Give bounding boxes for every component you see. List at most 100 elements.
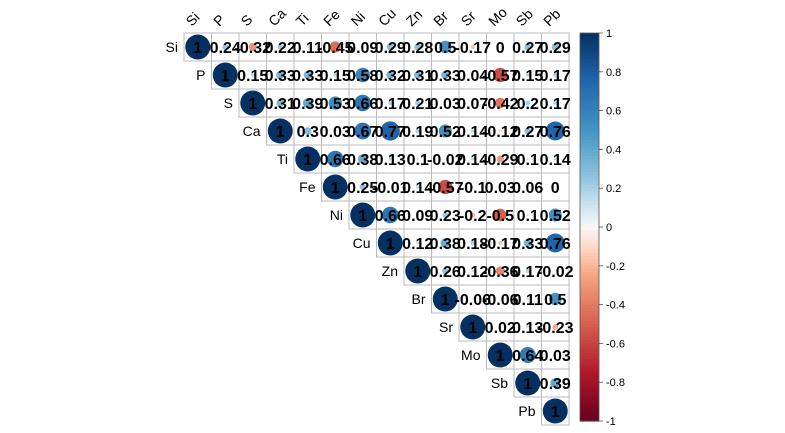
row-label-ni: Ni [330, 207, 343, 223]
coefficient-label: 0.15 [237, 68, 268, 85]
coefficient-label: 0.15 [320, 68, 351, 85]
correlation-circle [471, 185, 474, 189]
row-labels: Si P S Ca Ti Fe Ni Cu Zn Br Sr Mo Sb Pb [166, 39, 536, 419]
coefficient-label: 0.03 [485, 180, 516, 197]
legend-gradient-segment [580, 278, 599, 283]
coefficient-label: 0.17 [512, 264, 543, 281]
legend-gradient-segment [580, 291, 599, 296]
coefficient-label: -0.01 [372, 180, 409, 197]
coefficient-label: 0.38 [430, 236, 461, 253]
coefficient-label: 0.2 [517, 96, 539, 113]
legend-gradient-segment [580, 42, 599, 47]
legend-gradient-segment [580, 197, 599, 202]
row-label-sr: Sr [439, 319, 453, 335]
legend-gradient-segment [580, 243, 599, 247]
legend-gradient-segment [580, 395, 599, 399]
correlation-circle [554, 354, 556, 356]
column-label-s: S [238, 11, 256, 29]
legend-gradient-segment [580, 126, 599, 131]
coefficient-label: 1 [358, 208, 367, 225]
correlation-circle [416, 241, 420, 245]
coefficient-label: 0 [496, 40, 505, 57]
coefficient-label: 0.12 [457, 264, 488, 281]
legend-gradient-segment [580, 265, 599, 270]
correlation-circle [499, 298, 501, 300]
legend-gradient-segment [580, 317, 599, 322]
column-labels: Si P S Ca Ti Fe Ni Cu Zn Br Sr Mo Sb Pb [183, 4, 564, 29]
legend-gradient-segment [580, 162, 599, 167]
correlation-circle [496, 155, 504, 163]
correlation-circle [222, 44, 229, 50]
correlation-circle [553, 157, 557, 161]
coefficient-label: 0.07 [457, 96, 488, 113]
legend-gradient-segment [580, 362, 599, 367]
coefficient-label: 0.33 [265, 68, 296, 85]
row-label-pb: Pb [518, 403, 535, 419]
correlation-circle [548, 208, 562, 222]
correlation-circle [545, 121, 565, 141]
legend-gradient-segment [580, 252, 599, 257]
coefficient-label: 0.76 [540, 124, 571, 141]
coefficient-label: 0.15 [512, 68, 543, 85]
correlation-circle [442, 212, 449, 218]
column-label-fe: Fe [320, 6, 343, 29]
coefficient-label: -0.36 [482, 264, 519, 281]
legend-gradient-segment [580, 346, 599, 351]
coefficient-label: 1 [523, 376, 532, 393]
coefficient-label: -0.02 [427, 152, 464, 169]
coefficient-label: 0 [551, 180, 560, 197]
legend-tick-label: 1 [606, 28, 612, 40]
coefficient-label: 0.58 [347, 68, 378, 85]
column-label-sb: Sb [513, 6, 537, 30]
coefficient-label: 0.64 [512, 348, 543, 365]
correlation-circle [302, 98, 313, 108]
correlation-circle [212, 62, 238, 88]
legend-gradient-segment [580, 55, 599, 60]
row-label-cu: Cu [353, 235, 371, 251]
legend-gradient-segment [580, 110, 599, 115]
coefficient-label: 0.29 [540, 40, 571, 57]
correlation-circle [471, 102, 474, 104]
coefficient-label: 0.38 [347, 152, 378, 169]
coefficient-label: 0.11 [513, 292, 543, 309]
legend-gradient-segment [580, 391, 599, 396]
legend-gradient-segment [580, 324, 599, 328]
correlation-circle [354, 122, 372, 140]
correlation-circle [526, 213, 529, 217]
correlation-circle [438, 179, 453, 195]
row-label-sb: Sb [491, 375, 508, 391]
correlation-circle [460, 314, 486, 340]
coefficient-label: -0.02 [537, 264, 574, 281]
legend-gradient-segment [580, 227, 599, 231]
legend-gradient-segment [580, 68, 599, 73]
coefficient-label: 0.24 [210, 40, 241, 57]
correlation-circle [472, 298, 474, 300]
coefficient-label: 0.13 [512, 320, 543, 337]
legend-gradient-segment [580, 146, 599, 150]
correlation-circle [380, 121, 400, 141]
legend-gradient-segment [580, 398, 599, 403]
correlation-circle [527, 186, 529, 188]
legend-tick-label: -0.2 [606, 261, 625, 273]
correlation-circle [267, 118, 293, 144]
correlation-circle [415, 128, 421, 134]
legend-gradient-segment [580, 304, 599, 309]
legend-gradient-segment [580, 49, 599, 53]
legend-gradient-segment [580, 330, 599, 335]
correlation-circle [415, 100, 421, 106]
legend-gradient-segment [580, 408, 599, 412]
legend-gradient-segment [580, 275, 599, 280]
column-label-si: Si [183, 9, 203, 29]
legend-gradient-segment [580, 165, 599, 170]
correlation-circle [471, 269, 475, 273]
coefficient-label: 0.33 [430, 68, 461, 85]
coefficient-label: 1 [441, 292, 450, 309]
coefficient-label: 1 [496, 348, 505, 365]
correlation-circle [414, 43, 422, 51]
coefficient-label: 0.52 [430, 124, 461, 141]
row-label-fe: Fe [299, 179, 316, 195]
correlation-circle [549, 292, 562, 306]
coefficient-label: 0.33 [292, 68, 323, 85]
correlation-circle [495, 266, 505, 276]
correlation-circle [377, 230, 403, 256]
